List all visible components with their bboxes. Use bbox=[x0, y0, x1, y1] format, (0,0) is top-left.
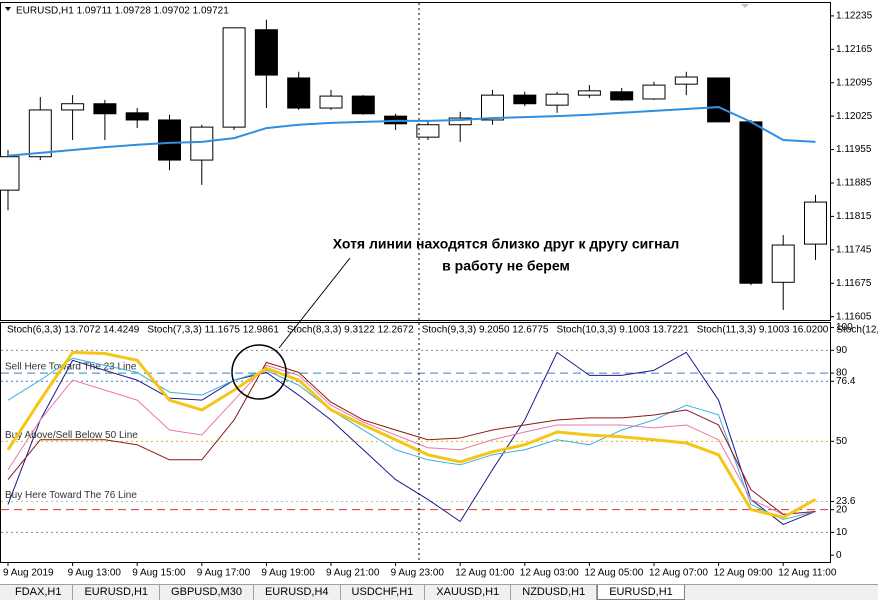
stoch-line bbox=[7, 364, 816, 515]
indicator-label: Stoch(6,3,3) 13.7072 14.4249 bbox=[7, 325, 140, 336]
terminal-chart: 1.12235 1.12165 1.12095 1.12025 1.11955 1.118… bbox=[0, 2, 878, 579]
candle-body bbox=[254, 29, 278, 76]
chart-tabs: FDAX,H1 EURUSD,H1 GBPUSD,M30 EURUSD,H4 USDCH… bbox=[0, 584, 878, 600]
x-tick-label: 12 Aug 11:00 bbox=[778, 568, 837, 579]
candle-body bbox=[804, 201, 827, 245]
chart-tab[interactable]: NZDUSD,H1 bbox=[511, 585, 598, 600]
stoch-line bbox=[7, 357, 816, 520]
stoch-line bbox=[7, 361, 816, 515]
candle-body bbox=[125, 112, 149, 121]
y-tick-label: 1.11605 bbox=[836, 311, 872, 322]
x-tick-label: 9 Aug 15:00 bbox=[132, 568, 186, 579]
x-tick-label: 12 Aug 03:00 bbox=[520, 568, 579, 579]
x-tick-label: 9 Aug 21:00 bbox=[326, 568, 380, 579]
y-tick-label: 1.12095 bbox=[836, 77, 873, 88]
y-tick-label: 0 bbox=[836, 550, 842, 561]
candle-body bbox=[481, 94, 504, 121]
candle-body bbox=[642, 84, 666, 100]
candle-body bbox=[190, 126, 214, 161]
y-tick-label: 1.11955 bbox=[836, 144, 872, 155]
y-tick-label: 1.11815 bbox=[836, 211, 872, 222]
scroll-icon bbox=[741, 4, 749, 8]
candle-body bbox=[0, 156, 20, 191]
header-icon bbox=[5, 7, 11, 11]
level-label: Buy Above/Sell Below 50 Line bbox=[5, 430, 138, 441]
level-label: Sell Here Toward The 23 Line bbox=[5, 362, 137, 373]
y-tick-label: 1.12025 bbox=[836, 111, 873, 122]
candle-body bbox=[674, 76, 698, 85]
x-tick-label: 12 Aug 01:00 bbox=[455, 568, 514, 579]
indicator-label: Stoch(7,3,3) 11.1675 12.9861 bbox=[147, 325, 279, 336]
chart-tab[interactable]: XAUUSD,H1 bbox=[425, 585, 512, 600]
stoch-line bbox=[6, 350, 817, 519]
x-tick-label: 12 Aug 09:00 bbox=[714, 568, 773, 579]
y-tick-label: 23.6 bbox=[836, 496, 856, 507]
stoch-line bbox=[7, 351, 816, 525]
x-tick-label: 9 Aug 2019 bbox=[3, 568, 54, 579]
annotation-pointer bbox=[278, 257, 351, 349]
y-tick-label: 1.11745 bbox=[836, 244, 872, 255]
candle-body bbox=[351, 95, 375, 115]
y-tick-label: 10 bbox=[836, 527, 848, 538]
candle-body bbox=[287, 77, 311, 109]
x-tick-label: 12 Aug 07:00 bbox=[649, 568, 708, 579]
y-tick-label: 50 bbox=[836, 436, 848, 447]
candle-body bbox=[448, 117, 472, 126]
candle-body bbox=[28, 109, 52, 158]
y-tick-label: 20 bbox=[836, 504, 848, 515]
y-tick-label: 1.11675 bbox=[836, 278, 872, 289]
y-tick-label: 100 bbox=[836, 322, 853, 333]
candle-body bbox=[739, 121, 763, 284]
y-tick-label: 1.11885 bbox=[836, 178, 872, 189]
x-tick-label: 9 Aug 17:00 bbox=[197, 568, 251, 579]
candle-body bbox=[222, 27, 246, 128]
y-tick-label: 76.4 bbox=[836, 376, 856, 387]
annotation-line: в работу не берем bbox=[442, 258, 570, 274]
chart-tab[interactable]: EURUSD,H1 bbox=[73, 585, 161, 600]
candle-body bbox=[319, 95, 343, 109]
candle-body bbox=[707, 77, 731, 123]
candle-body bbox=[416, 124, 440, 138]
candle-body bbox=[545, 93, 569, 106]
indicator-header: Stoch(6,3,3) 13.7072 14.4249 Stoch(7,3,3)… bbox=[7, 325, 878, 336]
price-pane bbox=[0, 2, 831, 321]
y-tick-label: 1.12235 bbox=[836, 11, 873, 22]
x-tick-label: 9 Aug 13:00 bbox=[68, 568, 122, 579]
y-tick-label: 1.12165 bbox=[836, 44, 873, 55]
x-tick-label: 9 Aug 23:00 bbox=[391, 568, 445, 579]
chart-tab[interactable]: FDAX,H1 bbox=[4, 585, 74, 600]
indicator-label: Stoch(12,3,3) 9.1003 18.3102 bbox=[836, 325, 878, 336]
candle-body bbox=[61, 103, 85, 111]
chart-tab[interactable]: USDCHF,H1 bbox=[341, 585, 426, 600]
level-label: Buy Here Toward The 76 Line bbox=[5, 490, 137, 501]
moving-average bbox=[7, 106, 816, 157]
chart-tab[interactable]: EURUSD,H4 bbox=[254, 585, 341, 600]
chart-tab[interactable]: GBPUSD,M30 bbox=[160, 585, 254, 600]
candle-body bbox=[158, 119, 181, 161]
candle-body bbox=[93, 103, 117, 115]
symbol-header: EURUSD,H1 1.09711 1.09728 1.09702 1.0972… bbox=[16, 6, 229, 17]
indicator-label: Stoch(8,3,3) 9.3122 12.2672 bbox=[287, 325, 414, 336]
candle-body bbox=[577, 90, 601, 96]
candle-body bbox=[513, 94, 537, 105]
annotation-line: Хотя линии находятся близко друг к другу… bbox=[333, 236, 680, 252]
indicator-label: Stoch(11,3,3) 9.1003 16.0200 bbox=[697, 325, 829, 336]
y-tick-label: 80 bbox=[836, 368, 848, 379]
x-tick-label: 9 Aug 19:00 bbox=[261, 568, 315, 579]
x-tick-label: 12 Aug 05:00 bbox=[584, 568, 643, 579]
annotation-circle bbox=[231, 344, 287, 400]
indicator-label: Stoch(10,3,3) 9.1003 13.7221 bbox=[556, 325, 689, 336]
candle-body bbox=[610, 91, 634, 101]
chart-tab[interactable]: EURUSD,H1 bbox=[597, 585, 685, 600]
marks: 1.12235 1.12165 1.12095 1.12025 1.11955 1.118… bbox=[0, 11, 873, 579]
candle-body bbox=[771, 244, 795, 283]
y-tick-label: 90 bbox=[836, 345, 848, 356]
indicator-label: Stoch(9,3,3) 9.2050 12.6775 bbox=[422, 325, 549, 336]
